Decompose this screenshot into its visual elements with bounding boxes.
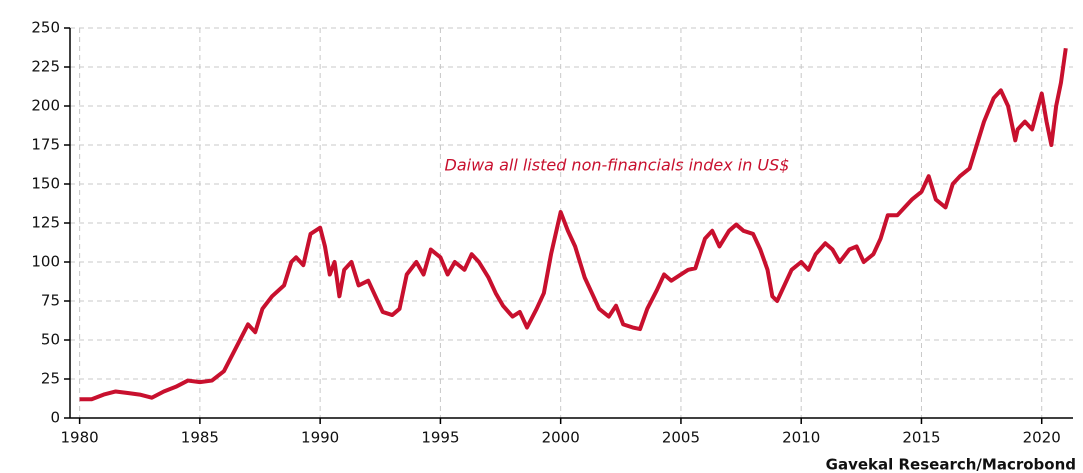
- x-tick-label: 1995: [421, 429, 459, 447]
- x-tick-label: 2005: [662, 429, 700, 447]
- y-tick-label: 225: [31, 58, 60, 76]
- y-tick-label: 250: [31, 19, 60, 37]
- annotation: Daiwa all listed non-financials index in…: [445, 156, 790, 175]
- y-tick-label: 200: [31, 97, 60, 115]
- x-tick-label: 2020: [1023, 429, 1061, 447]
- y-tick-label: 0: [50, 409, 60, 427]
- x-tick-label: 2000: [542, 429, 580, 447]
- y-tick-label: 75: [41, 292, 60, 310]
- x-tick-label: 1985: [181, 429, 219, 447]
- y-tick-label: 150: [31, 175, 60, 193]
- x-tick-label: 2010: [782, 429, 820, 447]
- y-tick-label: 100: [31, 253, 60, 271]
- x-tick-label: 1990: [301, 429, 339, 447]
- y-tick-label: 50: [41, 331, 60, 349]
- source: Gavekal Research/Macrobond: [826, 456, 1076, 473]
- y-tick-label: 25: [41, 370, 60, 388]
- y-tick-label: 125: [31, 214, 60, 232]
- data-line: [79, 48, 1068, 402]
- y-tick-label: 175: [31, 136, 60, 154]
- x-tick-label: 1980: [61, 429, 99, 447]
- x-tick-label: 2015: [902, 429, 940, 447]
